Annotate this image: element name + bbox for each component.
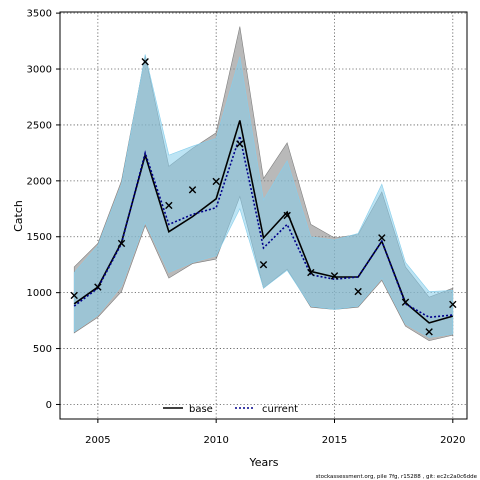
legend-base-label: base: [189, 404, 213, 415]
y-tick-label: 2500: [27, 120, 52, 131]
observed-point: [307, 268, 315, 277]
observed-point: [259, 261, 268, 269]
y-tick-label: 500: [33, 344, 52, 355]
observed-point-stroke: [236, 140, 244, 148]
y-tick-label: 2000: [27, 176, 52, 187]
observed-point: [378, 234, 386, 242]
y-tick-label: 3000: [27, 65, 52, 76]
observed-point-stroke: [425, 328, 433, 336]
observed-point-stroke: [330, 272, 339, 280]
confidence-bands: [73, 26, 454, 342]
observed-point-stroke: [188, 186, 197, 194]
observed-point: [449, 300, 457, 309]
y-tick-label: 1500: [27, 232, 52, 243]
observed-point: [94, 283, 102, 291]
legend-current-label: current: [262, 404, 298, 415]
legend: base current: [163, 404, 298, 415]
observed-point-stroke: [307, 268, 315, 277]
x-axis-label: Years: [248, 456, 278, 469]
x-tick-label: 2005: [85, 435, 110, 446]
band-current: [73, 54, 454, 338]
observed-point-stroke: [401, 298, 410, 306]
series-lines: [73, 120, 454, 324]
x-tick-label: 2010: [203, 435, 228, 446]
observed-point: [425, 328, 433, 336]
observed-point: [117, 239, 126, 248]
observed-point-stroke: [212, 177, 220, 186]
observed-point: [188, 186, 197, 194]
y-tick-label: 1000: [27, 288, 52, 299]
y-tick-label: 0: [46, 400, 52, 411]
observed-point-stroke: [259, 261, 268, 269]
x-tick-label: 2015: [322, 435, 347, 446]
x-tick-label: 2020: [440, 435, 465, 446]
observed-point-stroke: [141, 58, 149, 66]
observed-point-stroke: [283, 211, 291, 220]
observed-point: [212, 177, 220, 186]
footer-text: stockassessment.org, pile 7fg, r15288 , …: [316, 474, 478, 480]
observed-point: [141, 58, 149, 66]
observed-point-stroke: [449, 300, 457, 309]
observed-point-stroke: [354, 287, 362, 296]
observed-point: [165, 201, 173, 210]
observed-point: [70, 291, 78, 300]
observed-markers: [70, 58, 457, 336]
observed-point-stroke: [378, 234, 386, 242]
observed-point-stroke: [94, 283, 102, 291]
observed-point: [354, 287, 362, 296]
observed-point: [283, 211, 291, 220]
observed-point-stroke: [117, 239, 126, 248]
observed-point: [236, 140, 244, 148]
observed-point: [401, 298, 410, 306]
axis-ticks: 0 500 1000 1500 2000 2500 3000 3500 2005 2010 2015…: [27, 9, 466, 446]
observed-point: [330, 272, 339, 280]
observed-point-stroke: [165, 201, 173, 210]
y-tick-label: 3500: [27, 9, 52, 20]
plot-frame: [59, 11, 468, 420]
line-current: [73, 133, 453, 319]
y-axis-label: Catch: [12, 200, 25, 232]
observed-point-stroke: [70, 291, 78, 300]
